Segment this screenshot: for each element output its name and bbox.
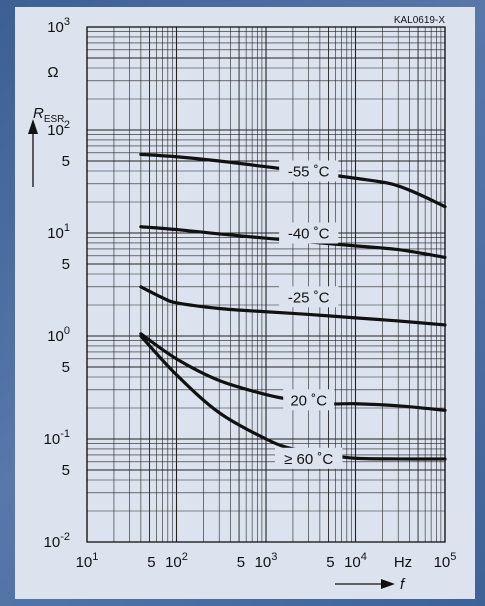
- series-label-box-3: [283, 389, 335, 411]
- series-line-2: [139, 285, 447, 327]
- series-label-4: ≥ 60 ˚C: [284, 451, 333, 468]
- series-label-box-4: [275, 447, 343, 469]
- esr-frequency-chart: -55 ˚C-40 ˚C-25 ˚C20 ˚C≥ 60 ˚C 103102510…: [28, 15, 457, 593]
- plot-border: [86, 26, 446, 543]
- y-tick-label-1: 102: [47, 119, 70, 139]
- x-tick-base: 10: [434, 554, 451, 571]
- x-tick-label-6: 104: [344, 551, 367, 571]
- x-tick-label-2: 102: [165, 551, 188, 571]
- x-tick-label-0: 101: [76, 551, 99, 571]
- y-tick-label-0: 103: [47, 16, 70, 36]
- x-tick-exponent: 5: [450, 551, 456, 563]
- y-tick-exponent: 3: [64, 16, 70, 28]
- y-axis-subscript: ESR: [44, 114, 65, 125]
- y-tick-exponent: 2: [64, 119, 70, 131]
- x-tick-label-4: 103: [255, 551, 278, 571]
- x-tick-base: 10: [255, 554, 272, 571]
- y-axis-arrow-head: [28, 119, 38, 134]
- x-tick-label-1: 5: [147, 554, 155, 571]
- y-tick-label-5: 100: [47, 325, 70, 345]
- x-tick-label-5: 5: [326, 554, 334, 571]
- x-unit-label: Hz: [394, 554, 412, 571]
- series-label-box-0: [279, 160, 339, 182]
- y-tick-label-2: 5: [62, 153, 70, 170]
- series-label-0: -55 ˚C: [288, 163, 330, 180]
- series-labels: -55 ˚C -40 ˚C -25 ˚C 20 ˚C ≥ 60 ˚C: [275, 160, 343, 469]
- y-tick-label-9: 10-2: [44, 531, 70, 551]
- y-tick-exponent: -2: [60, 531, 70, 543]
- x-tick-exponent: 1: [92, 551, 98, 563]
- y-tick-base: 10: [47, 225, 64, 242]
- series-label-2: -25 ˚C: [288, 289, 330, 306]
- x-tick-base: 10: [344, 554, 361, 571]
- y-tick-base: 10: [44, 431, 61, 448]
- chart-panel: -55 ˚C -40 ˚C -25 ˚C 20 ˚C ≥ 60 ˚C 103 102 5 10…: [15, 7, 475, 599]
- y-tick-base: 10: [47, 328, 64, 345]
- series-label-box-2: [279, 286, 339, 308]
- x-tick-base: 10: [165, 554, 182, 571]
- y-tick-exponent: 1: [64, 222, 70, 234]
- y-tick-label-8: 5: [62, 462, 70, 479]
- y-axis-symbol: R: [33, 105, 44, 122]
- x-axis-arrow-head: [381, 579, 395, 589]
- y-tick-label-7: 10-1: [44, 428, 70, 448]
- x-tick-exponent: 4: [361, 551, 367, 563]
- y-tick-base: 10: [47, 19, 64, 36]
- x-axis-label: f: [400, 576, 406, 593]
- y-tick-label-3: 101: [47, 222, 70, 242]
- y-tick-base: 10: [47, 122, 64, 139]
- y-unit-label: Ω: [47, 64, 58, 81]
- x-tick-label-7: 105: [434, 551, 457, 571]
- x-tick-base: 10: [76, 554, 93, 571]
- figure-id: KAL0619-X: [394, 15, 445, 26]
- y-tick-label-6: 5: [62, 359, 70, 376]
- y-tick-exponent: -1: [60, 428, 70, 440]
- series-label-box-1: [279, 222, 339, 244]
- grid: [86, 26, 446, 543]
- x-tick-exponent: 3: [271, 551, 277, 563]
- series-label-1: -40 ˚C: [288, 226, 330, 243]
- x-tick-label-3: 5: [237, 554, 245, 571]
- x-tick-exponent: 2: [182, 551, 188, 563]
- series-label-3: 20 ˚C: [290, 392, 327, 409]
- y-tick-label-4: 5: [62, 256, 70, 273]
- y-axis-label: RESR: [33, 105, 64, 125]
- y-tick-base: 10: [44, 534, 61, 551]
- y-tick-exponent: 0: [64, 325, 70, 337]
